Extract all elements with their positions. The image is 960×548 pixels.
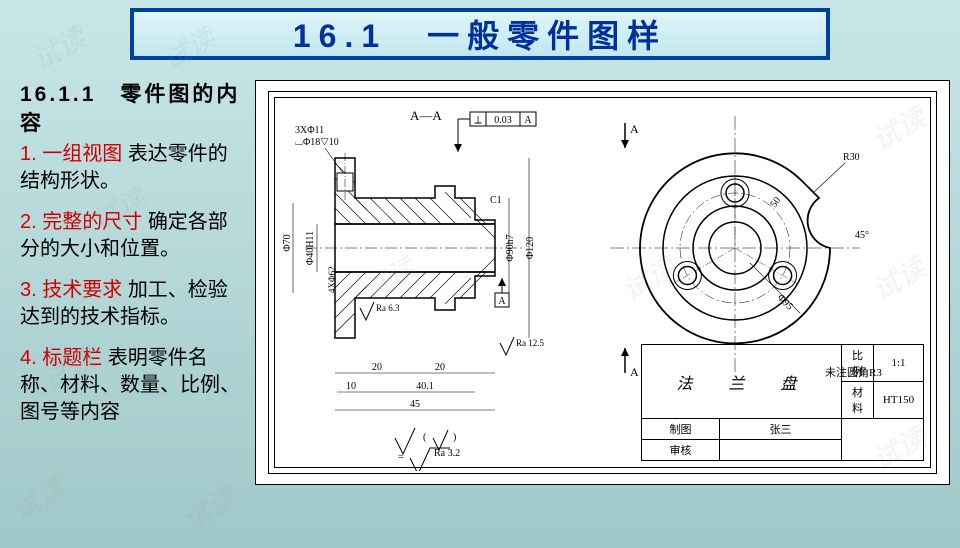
item-num: 2.: [20, 211, 37, 233]
ra-63: Ra 6.3: [376, 303, 400, 313]
tb-check-label: 审核: [642, 440, 720, 461]
content-area: 16.1.1 零件图的内容 1. 一组视图 表达零件的结构形状。 2. 完整的尺…: [0, 60, 960, 485]
gtol-value: 0.03: [494, 115, 512, 126]
item-num: 1.: [20, 143, 37, 165]
item-num: 4.: [20, 347, 37, 369]
dim-d70: Φ70: [282, 234, 293, 251]
item-4: 4. 标题栏 表明零件名称、材料、数量、比例、图号等内容: [20, 345, 245, 426]
gtol-datum: A: [524, 115, 532, 126]
dim-c1: C1: [490, 195, 502, 206]
gtol-symbol: ⟂: [474, 114, 482, 126]
svg-text:): ): [453, 432, 456, 443]
item-num: 3.: [20, 279, 37, 301]
tb-material-label: 材料: [842, 382, 874, 419]
ra-125: Ra 12.5: [516, 338, 544, 348]
section-label: A—A: [410, 108, 442, 123]
item-2: 2. 完整的尺寸 确定各部分的大小和位置。: [20, 209, 245, 263]
watermark: 试读: [174, 477, 243, 540]
dim-d40: Φ40H11: [305, 231, 316, 265]
item-1: 1. 一组视图 表达零件的结构形状。: [20, 141, 245, 195]
dim-d90: Φ90h7: [505, 234, 516, 261]
drawing-panel: A—A ⟂ 0.03 A 3XΦ11 ⌴Φ18▽10: [255, 80, 950, 485]
dim-4x62: 4XΦ62: [327, 266, 337, 293]
section-heading: 16.1.1 零件图的内容: [20, 80, 245, 139]
item-3: 3. 技术要求 加工、检验达到的技术指标。: [20, 277, 245, 331]
dim-r30: R30: [843, 152, 860, 163]
drawing-frame: A—A ⟂ 0.03 A 3XΦ11 ⌴Φ18▽10: [268, 91, 937, 474]
item-key: 标题栏: [42, 347, 102, 369]
note-holes: 3XΦ11: [295, 125, 324, 136]
arrow-a-bottom: A: [630, 365, 639, 379]
arrow-a-top: A: [630, 122, 639, 136]
tb-drawn: 张三: [720, 419, 842, 440]
svg-text:=: =: [398, 452, 404, 463]
tb-scale: 1:1: [874, 345, 924, 382]
item-key: 一组视图: [42, 143, 122, 165]
dim-10: 10: [346, 381, 356, 392]
page-title: 16.1 一般零件图样: [293, 11, 667, 57]
tb-check: [720, 440, 842, 461]
dim-d95: Φ95: [775, 292, 795, 312]
text-column: 16.1.1 零件图的内容 1. 一组视图 表达零件的结构形状。 2. 完整的尺…: [20, 80, 255, 485]
tb-scale-label: 比例: [842, 345, 874, 382]
part-name: 法 兰 盘: [642, 345, 842, 419]
drawing-inner: A—A ⟂ 0.03 A 3XΦ11 ⌴Φ18▽10: [274, 97, 931, 468]
dim-45deg: 45°: [855, 230, 869, 241]
datum-a: A: [498, 296, 506, 307]
item-key: 技术要求: [42, 279, 122, 301]
ra-32: Ra 3.2: [434, 448, 460, 459]
title-bar: 16.1 一般零件图样: [130, 8, 830, 60]
title-block: 法 兰 盘 比例 1:1 材料 HT150 制图 张三 审核: [641, 344, 924, 461]
dim-20b: 20: [435, 362, 445, 373]
dim-401: 40.1: [416, 381, 434, 392]
tb-material: HT150: [874, 382, 924, 419]
dim-45: 45: [410, 399, 420, 410]
note-cbore: ⌴Φ18▽10: [295, 137, 339, 148]
dim-20a: 20: [372, 362, 382, 373]
svg-text:(: (: [423, 432, 427, 443]
dim-50: 50: [768, 195, 783, 210]
tb-drawn-label: 制图: [642, 419, 720, 440]
item-key: 完整的尺寸: [42, 211, 142, 233]
dim-d120: Φ120: [525, 237, 536, 259]
